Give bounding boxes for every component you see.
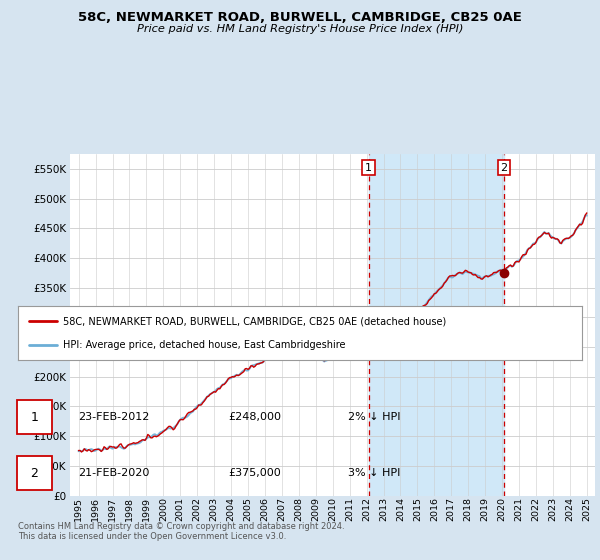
Text: 2: 2 bbox=[500, 162, 508, 172]
Text: 3% ↓ HPI: 3% ↓ HPI bbox=[348, 468, 400, 478]
Text: 58C, NEWMARKET ROAD, BURWELL, CAMBRIDGE, CB25 0AE (detached house): 58C, NEWMARKET ROAD, BURWELL, CAMBRIDGE,… bbox=[63, 316, 446, 326]
Text: 2% ↓ HPI: 2% ↓ HPI bbox=[348, 412, 401, 422]
Text: Price paid vs. HM Land Registry's House Price Index (HPI): Price paid vs. HM Land Registry's House … bbox=[137, 24, 463, 34]
Text: 1: 1 bbox=[31, 410, 38, 424]
Text: £248,000: £248,000 bbox=[228, 412, 281, 422]
Text: Contains HM Land Registry data © Crown copyright and database right 2024.
This d: Contains HM Land Registry data © Crown c… bbox=[18, 522, 344, 542]
Bar bbox=[368, 154, 504, 496]
Text: 58C, NEWMARKET ROAD, BURWELL, CAMBRIDGE, CB25 0AE: 58C, NEWMARKET ROAD, BURWELL, CAMBRIDGE,… bbox=[78, 11, 522, 24]
Text: 1: 1 bbox=[365, 162, 372, 172]
Text: 23-FEB-2012: 23-FEB-2012 bbox=[78, 412, 149, 422]
Text: 21-FEB-2020: 21-FEB-2020 bbox=[78, 468, 149, 478]
Text: £375,000: £375,000 bbox=[228, 468, 281, 478]
Text: 2: 2 bbox=[31, 466, 38, 480]
Text: HPI: Average price, detached house, East Cambridgeshire: HPI: Average price, detached house, East… bbox=[63, 339, 346, 349]
